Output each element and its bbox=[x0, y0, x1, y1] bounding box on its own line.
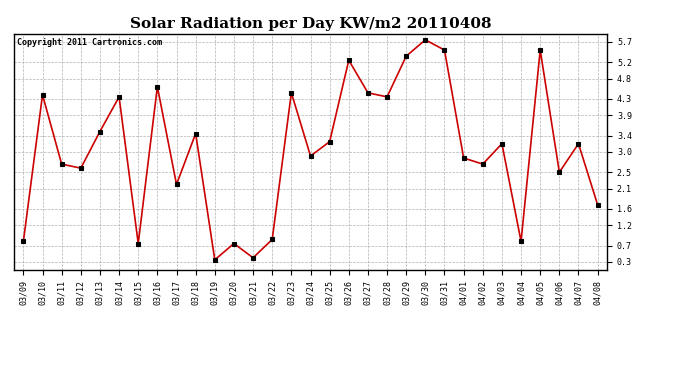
Title: Solar Radiation per Day KW/m2 20110408: Solar Radiation per Day KW/m2 20110408 bbox=[130, 17, 491, 31]
Text: Copyright 2011 Cartronics.com: Copyright 2011 Cartronics.com bbox=[17, 39, 161, 48]
